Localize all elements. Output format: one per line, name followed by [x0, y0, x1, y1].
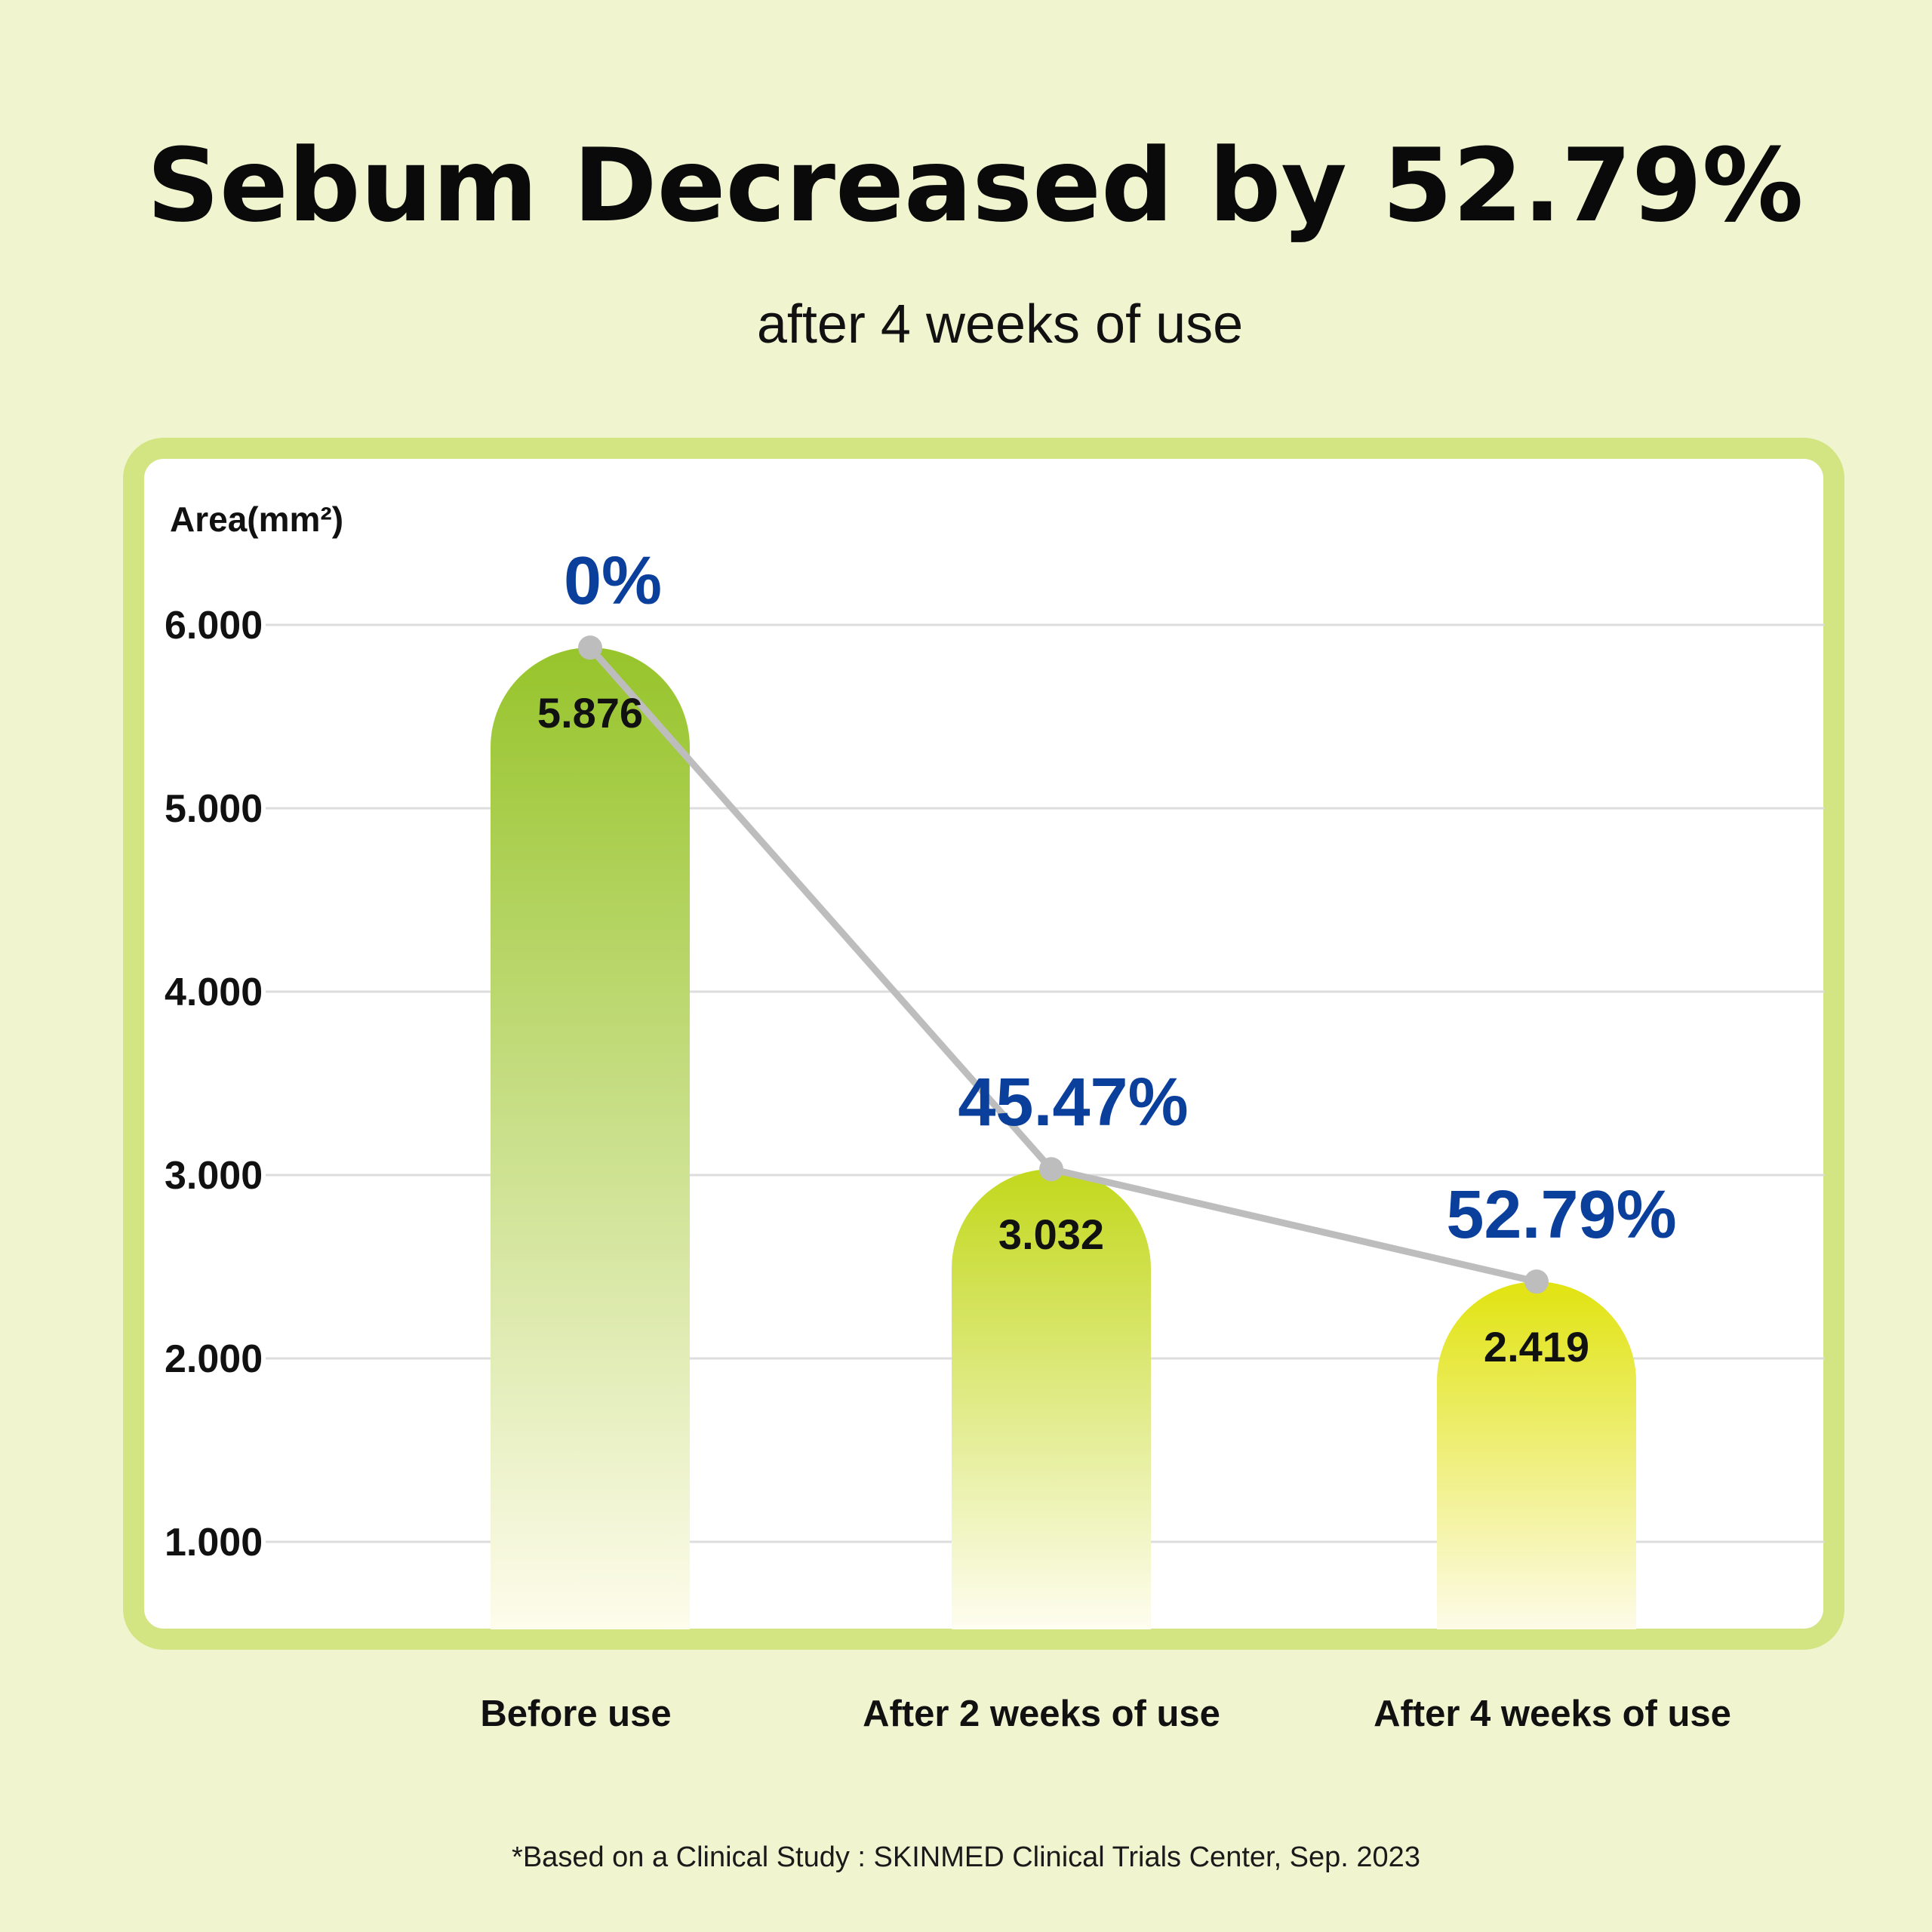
y-axis-ticks: 1.000 2.000 3.000 4.000 5.000 6.000	[165, 604, 263, 1564]
trend-point	[1039, 1157, 1063, 1182]
percent-change-label: 45.47%	[958, 1065, 1188, 1140]
bar-value-label: 3.032	[998, 1211, 1104, 1258]
trend-point	[578, 635, 602, 660]
y-tick-label: 3.000	[165, 1154, 263, 1198]
x-category-label: Before use	[480, 1694, 671, 1734]
bar	[952, 1169, 1151, 1629]
y-tick-label: 2.000	[165, 1337, 263, 1381]
percent-change-label: 52.79%	[1446, 1177, 1676, 1253]
trend-point	[1524, 1269, 1549, 1294]
x-axis-categories: Before use After 2 weeks of use After 4 we…	[480, 1694, 1731, 1734]
bars	[491, 648, 1636, 1629]
chart-title: Sebum Decreased by 52.79%	[146, 127, 1803, 245]
x-category-label: After 2 weeks of use	[863, 1694, 1220, 1734]
bar	[1437, 1281, 1636, 1629]
y-axis-label: Area(mm²)	[170, 500, 343, 539]
y-tick-label: 6.000	[165, 604, 263, 648]
x-category-label: After 4 weeks of use	[1374, 1694, 1731, 1734]
y-tick-label: 5.000	[165, 787, 263, 831]
data-labels: 5.876 0% 3.032 45.47% 2.419 52.79%	[537, 543, 1677, 1371]
percent-change-label: 0%	[564, 543, 662, 619]
y-tick-label: 1.000	[165, 1521, 263, 1564]
bar-value-label: 2.419	[1484, 1323, 1589, 1371]
chart-subtitle: after 4 weeks of use	[757, 294, 1243, 355]
y-tick-label: 4.000	[165, 971, 263, 1014]
footnote: *Based on a Clinical Study : SKINMED Cli…	[512, 1841, 1420, 1873]
bar	[491, 648, 690, 1629]
bar-value-label: 5.876	[537, 689, 643, 737]
trend-line	[578, 635, 1549, 1294]
